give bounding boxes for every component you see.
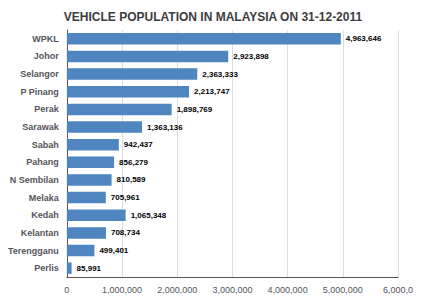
svg-text:Terengganu: Terengganu	[8, 246, 59, 256]
svg-text:Perlis: Perlis	[34, 263, 59, 273]
svg-text:856,279: 856,279	[119, 158, 148, 167]
svg-text:P Pinang: P Pinang	[20, 87, 58, 97]
svg-text:Kelantan: Kelantan	[21, 228, 59, 238]
svg-text:Kedah: Kedah	[31, 210, 59, 220]
svg-text:499,401: 499,401	[99, 246, 128, 255]
svg-text:N Sembilan: N Sembilan	[10, 175, 59, 185]
svg-text:1,898,769: 1,898,769	[177, 105, 213, 114]
svg-text:1,065,348: 1,065,348	[131, 211, 167, 220]
svg-text:Selangor: Selangor	[20, 69, 59, 79]
svg-text:WPKL: WPKL	[32, 34, 59, 44]
svg-text:Johor: Johor	[34, 51, 59, 61]
svg-text:Perak: Perak	[34, 104, 60, 114]
svg-text:2,923,898: 2,923,898	[233, 52, 269, 61]
svg-text:1,363,136: 1,363,136	[147, 123, 183, 132]
svg-text:1,000,000: 1,000,000	[102, 285, 142, 295]
svg-text:Sabah: Sabah	[32, 140, 59, 150]
svg-text:VEHICLE POPULATION IN MALAYSIA: VEHICLE POPULATION IN MALAYSIA ON 31-12-…	[64, 10, 363, 24]
svg-text:708,734: 708,734	[111, 228, 140, 237]
svg-text:4,963,646: 4,963,646	[346, 34, 382, 43]
svg-text:Pahang: Pahang	[26, 157, 59, 167]
svg-text:705,961: 705,961	[111, 193, 140, 202]
svg-text:Sarawak: Sarawak	[22, 122, 60, 132]
svg-text:Melaka: Melaka	[29, 193, 60, 203]
svg-text:2,213,747: 2,213,747	[194, 87, 230, 96]
svg-text:85,991: 85,991	[77, 264, 102, 273]
svg-text:810,589: 810,589	[117, 175, 146, 184]
svg-text:942,437: 942,437	[124, 140, 153, 149]
svg-text:4,000,000: 4,000,000	[268, 285, 308, 295]
svg-text:0: 0	[64, 285, 69, 295]
svg-text:5,000,000: 5,000,000	[323, 285, 363, 295]
svg-text:3,000,000: 3,000,000	[212, 285, 252, 295]
svg-text:2,363,333: 2,363,333	[202, 70, 238, 79]
svg-text:2,000,000: 2,000,000	[157, 285, 197, 295]
svg-text:6,000,0: 6,000,0	[383, 285, 413, 295]
